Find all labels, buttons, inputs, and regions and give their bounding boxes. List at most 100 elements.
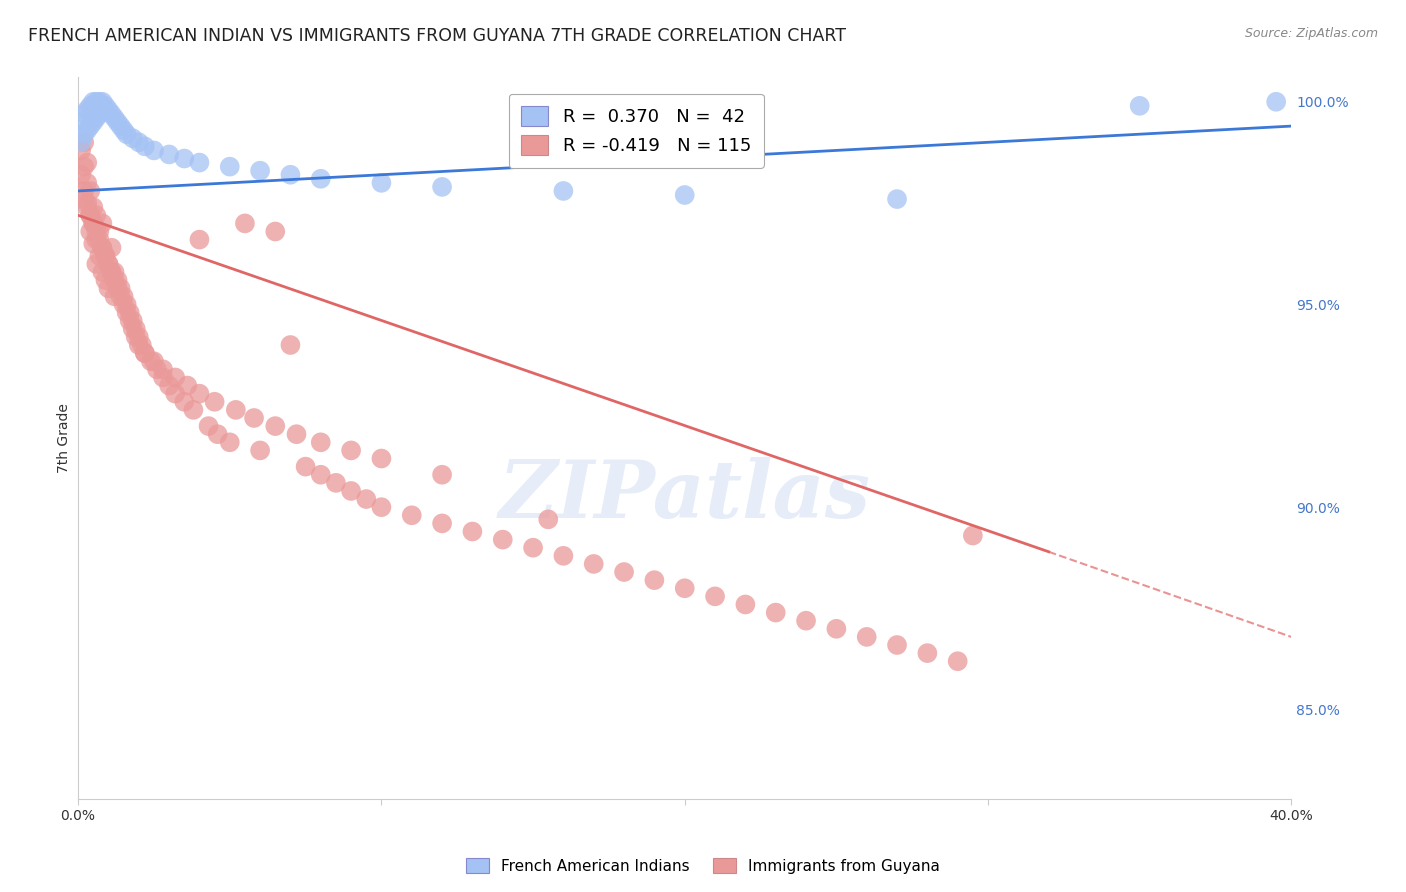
Point <box>188 155 211 169</box>
Point <box>82 216 104 230</box>
Point <box>103 273 125 287</box>
Point <box>118 305 141 319</box>
Point <box>673 581 696 595</box>
Point <box>142 144 165 158</box>
Point <box>128 338 150 352</box>
Point <box>70 136 93 150</box>
Point <box>280 168 302 182</box>
Legend: R =  0.370   N =  42, R = -0.419   N = 115: R = 0.370 N = 42, R = -0.419 N = 115 <box>509 94 763 168</box>
Point <box>112 123 135 137</box>
Point <box>89 233 111 247</box>
Point <box>73 136 96 150</box>
Point <box>94 249 117 263</box>
Point <box>285 427 308 442</box>
Point <box>70 144 93 158</box>
Point <box>165 386 187 401</box>
Point <box>537 512 560 526</box>
Point <box>370 451 392 466</box>
Point <box>94 273 117 287</box>
Point <box>134 346 156 360</box>
Point <box>82 236 104 251</box>
Point <box>86 95 108 109</box>
Point <box>128 136 150 150</box>
Point <box>173 394 195 409</box>
Point <box>82 216 104 230</box>
Point <box>152 370 174 384</box>
Point <box>91 95 114 109</box>
Point <box>249 443 271 458</box>
Point <box>946 654 969 668</box>
Point <box>134 139 156 153</box>
Point <box>100 107 122 121</box>
Point <box>89 95 111 109</box>
Point <box>142 354 165 368</box>
Point <box>461 524 484 539</box>
Point <box>100 265 122 279</box>
Point <box>188 386 211 401</box>
Point <box>100 265 122 279</box>
Point <box>340 443 363 458</box>
Point <box>73 192 96 206</box>
Point <box>309 171 332 186</box>
Point <box>962 528 984 542</box>
Point <box>70 115 93 129</box>
Point <box>1265 95 1288 109</box>
Point <box>79 225 101 239</box>
Point <box>134 346 156 360</box>
Point <box>86 233 108 247</box>
Point <box>86 225 108 239</box>
Point <box>522 541 544 555</box>
Point <box>103 289 125 303</box>
Point <box>249 163 271 178</box>
Point <box>183 402 205 417</box>
Point <box>121 314 143 328</box>
Point <box>131 338 153 352</box>
Point <box>76 176 98 190</box>
Point <box>794 614 817 628</box>
Point <box>370 176 392 190</box>
Point <box>340 483 363 498</box>
Point <box>110 289 132 303</box>
Point <box>225 402 247 417</box>
Point <box>401 508 423 523</box>
Point <box>100 241 122 255</box>
Point <box>82 115 104 129</box>
Point <box>430 467 453 482</box>
Point <box>79 119 101 133</box>
Point <box>325 475 347 490</box>
Point <box>91 241 114 255</box>
Point <box>94 99 117 113</box>
Point <box>165 370 187 384</box>
Point <box>89 225 111 239</box>
Point <box>103 265 125 279</box>
Point <box>91 103 114 117</box>
Point <box>86 111 108 125</box>
Point <box>825 622 848 636</box>
Point <box>146 362 169 376</box>
Point <box>553 184 575 198</box>
Point <box>76 103 98 117</box>
Point <box>82 200 104 214</box>
Point <box>309 467 332 482</box>
Point <box>1129 99 1152 113</box>
Point <box>673 188 696 202</box>
Legend: French American Indians, Immigrants from Guyana: French American Indians, Immigrants from… <box>460 852 946 880</box>
Point <box>82 95 104 109</box>
Point <box>94 249 117 263</box>
Point <box>76 123 98 137</box>
Point <box>79 99 101 113</box>
Point <box>115 297 138 311</box>
Point <box>264 225 287 239</box>
Point <box>704 590 727 604</box>
Point <box>112 297 135 311</box>
Point <box>917 646 939 660</box>
Point <box>89 249 111 263</box>
Point <box>76 196 98 211</box>
Point <box>121 131 143 145</box>
Point <box>97 281 120 295</box>
Point <box>107 273 129 287</box>
Point <box>128 330 150 344</box>
Point <box>243 411 266 425</box>
Point <box>152 362 174 376</box>
Point <box>553 549 575 563</box>
